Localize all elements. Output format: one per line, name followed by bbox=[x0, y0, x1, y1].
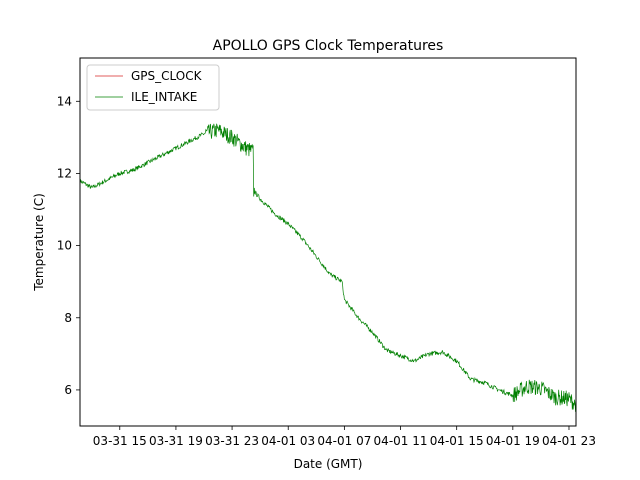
x-tick-label: 04-01 11 bbox=[374, 434, 428, 448]
y-axis-label: Temperature (C) bbox=[32, 193, 46, 292]
y-tick-label: 8 bbox=[64, 311, 72, 325]
chart-title: APOLLO GPS Clock Temperatures bbox=[213, 38, 444, 54]
y-tick-label: 14 bbox=[57, 94, 72, 108]
x-tick-label: 04-01 23 bbox=[542, 434, 596, 448]
x-tick-label: 04-01 03 bbox=[261, 434, 315, 448]
x-tick-label: 03-31 23 bbox=[205, 434, 259, 448]
x-tick-label: 03-31 15 bbox=[93, 434, 147, 448]
y-tick-label: 10 bbox=[57, 239, 72, 253]
series-layer bbox=[79, 123, 577, 412]
plot-frame bbox=[80, 58, 576, 426]
plot-area bbox=[79, 57, 577, 427]
legend-label-gps-clock: GPS_CLOCK bbox=[131, 69, 203, 83]
legend: GPS_CLOCK ILE_INTAKE bbox=[86, 64, 220, 111]
x-tick-label: 04-01 07 bbox=[317, 434, 371, 448]
legend-label-ile-intake: ILE_INTAKE bbox=[131, 90, 197, 104]
y-tick-label: 12 bbox=[57, 166, 72, 180]
x-axis-ticks: 03-31 15 03-31 19 03-31 23 04-01 03 04-01 07… bbox=[93, 426, 596, 448]
y-axis-ticks: 6 8 10 12 14 bbox=[57, 94, 80, 397]
series-line-ile-intake bbox=[79, 123, 577, 412]
y-tick-label: 6 bbox=[64, 383, 72, 397]
x-axis-label: Date (GMT) bbox=[294, 457, 363, 471]
x-tick-label: 03-31 19 bbox=[149, 434, 203, 448]
axes-spines bbox=[79, 57, 577, 427]
x-tick-label: 04-01 19 bbox=[486, 434, 540, 448]
x-tick-label: 04-01 15 bbox=[430, 434, 484, 448]
